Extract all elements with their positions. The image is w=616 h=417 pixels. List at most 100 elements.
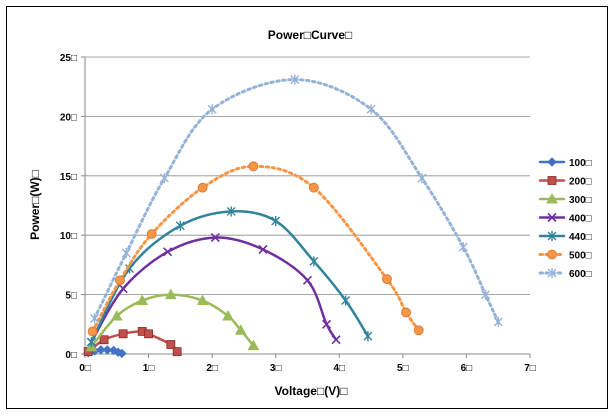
- data-point: [493, 316, 503, 327]
- data-point: [481, 289, 490, 300]
- data-point: [413, 325, 424, 336]
- legend-entry: 200□: [538, 176, 592, 188]
- legend-entry: 300□: [538, 192, 592, 206]
- legend-entry: 500□: [538, 249, 592, 262]
- data-point: [417, 173, 427, 184]
- data-point: [258, 244, 268, 255]
- y-tick-label: 25□: [60, 53, 77, 64]
- data-point: [102, 345, 112, 355]
- data-point: [366, 104, 376, 115]
- data-point: [175, 220, 185, 231]
- data-point: [121, 248, 131, 259]
- data-point: [86, 337, 96, 348]
- series-line: [90, 293, 255, 349]
- x-tick-label: 4□: [333, 363, 345, 374]
- data-point: [136, 294, 149, 306]
- data-point: [382, 274, 392, 285]
- legend-marker: [547, 157, 557, 167]
- series-2: [83, 327, 182, 357]
- data-point: [90, 313, 100, 324]
- series-line: [90, 236, 338, 344]
- data-point: [271, 215, 281, 226]
- data-point: [172, 347, 182, 357]
- data-point: [118, 329, 128, 339]
- x-tick-label: 5□: [397, 363, 409, 374]
- data-point: [146, 229, 157, 239]
- data-point: [309, 256, 319, 267]
- data-point: [363, 331, 373, 342]
- data-point: [210, 233, 220, 243]
- axes: [81, 56, 531, 358]
- data-point: [341, 295, 351, 306]
- data-point: [159, 173, 169, 184]
- series-line: [91, 164, 421, 333]
- gridlines: [85, 56, 530, 296]
- series-4: [86, 233, 341, 347]
- series-5: [86, 206, 373, 348]
- data-point: [117, 348, 127, 359]
- y-tick-label: 0□: [65, 350, 77, 361]
- legend-entry: 100□: [538, 157, 592, 169]
- x-tick-label: 3□: [270, 363, 282, 374]
- data-point: [166, 340, 176, 349]
- data-point: [331, 335, 341, 345]
- data-point: [164, 288, 177, 300]
- y-tick-label: 10□: [60, 231, 77, 242]
- legend: 100□ 200□ 300□ 400□ 440□ 500□ 600□: [538, 157, 592, 280]
- y-axis-title: Power□(W)□: [28, 170, 42, 240]
- series-7: [90, 74, 503, 327]
- legend-marker: [547, 249, 557, 260]
- data-point: [110, 309, 123, 321]
- series-line: [93, 78, 500, 324]
- y-tick-label: 15□: [60, 172, 77, 183]
- tick-labels: 0□ 5□ 10□ 15□ 20□ 25□ 0□ 1□ 2□ 3□ 4□ 5□ 6□ 7□: [60, 53, 536, 374]
- legend-entry: 400□: [538, 212, 592, 225]
- series-6: [87, 161, 424, 337]
- data-point: [196, 294, 209, 306]
- x-tick-label: 1□: [143, 363, 155, 374]
- data-point: [308, 182, 319, 193]
- x-tick-label: 6□: [461, 363, 473, 374]
- data-point: [247, 339, 260, 351]
- data-point: [144, 329, 153, 339]
- legend-label: 440□: [569, 232, 592, 243]
- data-point: [401, 307, 411, 318]
- legend-marker: [547, 268, 557, 278]
- series-layer: [83, 74, 503, 359]
- x-axis-title: Voltage□(V)□: [275, 384, 348, 398]
- data-point: [207, 104, 217, 115]
- legend-marker: [546, 192, 558, 204]
- data-point: [322, 319, 332, 329]
- x-tick-label: 7□: [524, 363, 536, 374]
- legend-label: 100□: [569, 158, 592, 169]
- data-point: [118, 284, 128, 294]
- legend-label: 600□: [569, 269, 592, 280]
- data-point: [96, 345, 106, 355]
- data-point: [226, 206, 236, 217]
- data-point: [99, 335, 109, 345]
- legend-label: 300□: [569, 195, 592, 206]
- data-point: [234, 324, 247, 335]
- legend-entry: 440□: [538, 231, 592, 243]
- legend-label: 200□: [569, 177, 592, 188]
- chart-title: Power□Curve□: [268, 28, 353, 42]
- legend-marker: [547, 212, 557, 223]
- series-3: [85, 288, 260, 352]
- legend-label: 400□: [569, 214, 592, 225]
- data-point: [222, 309, 234, 321]
- legend-marker: [547, 231, 557, 241]
- data-point: [87, 326, 98, 337]
- data-point: [197, 182, 208, 193]
- y-tick-label: 20□: [60, 112, 77, 123]
- data-point: [115, 275, 125, 286]
- x-tick-label: 2□: [206, 363, 218, 374]
- legend-label: 500□: [569, 251, 592, 262]
- data-point: [290, 74, 300, 85]
- x-tick-label: 0□: [79, 363, 91, 374]
- data-point: [458, 242, 468, 253]
- data-point: [248, 161, 259, 172]
- y-tick-label: 5□: [65, 291, 77, 302]
- legend-marker: [547, 176, 557, 185]
- legend-entry: 600□: [538, 268, 592, 280]
